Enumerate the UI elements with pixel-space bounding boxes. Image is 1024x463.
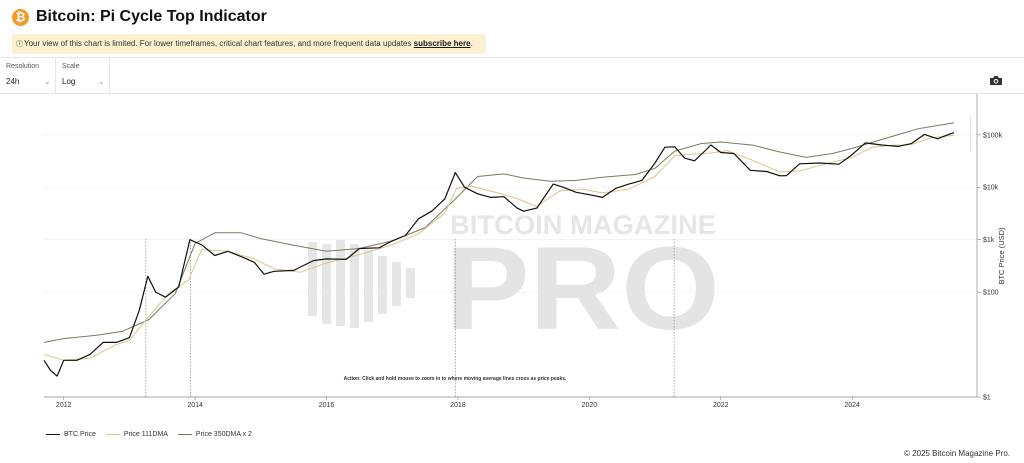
subscribe-link[interactable]: subscribe here xyxy=(413,39,471,48)
y-axis-label: BTC Price (USD) xyxy=(997,227,1006,285)
y-tick-label: $1 xyxy=(983,395,991,402)
toolbar-divider xyxy=(970,116,971,152)
resolution-select[interactable]: Resolution 24h ⌄ xyxy=(0,58,56,94)
series-line-ma350 xyxy=(43,122,955,343)
y-tick-label: $100 xyxy=(983,290,999,297)
x-tick-label: 2018 xyxy=(450,402,466,409)
resolution-value: 24h xyxy=(6,77,20,86)
y-tick-label: $100k xyxy=(983,132,1003,139)
limited-view-notice: ⓘYour view of this chart is limited. For… xyxy=(12,34,486,54)
legend-swatch-350dma xyxy=(177,434,192,435)
x-tick-label: 2022 xyxy=(713,402,729,409)
series-line-btc xyxy=(43,132,955,377)
y-tick-label: $1k xyxy=(983,237,995,244)
legend-350dma[interactable]: Price 350DMA x 2 xyxy=(177,431,252,438)
legend-label-btc: BTC Price xyxy=(64,431,96,438)
chevron-down-icon: ⌄ xyxy=(44,77,51,86)
x-tick-label: 2016 xyxy=(319,402,335,409)
legend-swatch-btc xyxy=(46,434,60,435)
legend-label-111dma: Price 111DMA xyxy=(123,431,168,438)
x-tick-label: 2024 xyxy=(844,402,860,409)
header: ₿ Bitcoin: Pi Cycle Top Indicator ⓘYour … xyxy=(0,0,1024,58)
legend-111dma[interactable]: Price 111DMA xyxy=(105,431,168,438)
chevron-down-icon: ⌄ xyxy=(98,77,105,86)
chart-annotation: Action: Click and hold mouse to zoom in … xyxy=(344,376,567,382)
series-line-ma111 xyxy=(43,134,955,361)
series-lines xyxy=(43,122,955,377)
pi-cycle-chart[interactable]: BITCOIN MAGAZINE PRO $1 $100 $1k $10k $100k 2… xyxy=(0,94,1024,410)
chart-legend: BTC Price Price 111DMA Price 350DMA x 2 xyxy=(46,430,260,442)
axes: $1 $100 $1k $10k $100k 2012 2014 2016 2018 2020 20… xyxy=(44,94,1003,409)
svg-text:BITCOIN MAGAZINE: BITCOIN MAGAZINE xyxy=(450,210,716,240)
watermark-logo: BITCOIN MAGAZINE PRO xyxy=(308,210,720,355)
legend-btc-price[interactable]: BTC Price xyxy=(46,431,96,438)
legend-swatch-111dma xyxy=(105,434,120,435)
scale-label: Scale xyxy=(62,63,80,70)
y-tick-label: $10k xyxy=(983,185,999,192)
x-tick-label: 2020 xyxy=(582,402,598,409)
notice-text: Your view of this chart is limited. For … xyxy=(24,39,414,48)
cross-markers xyxy=(145,239,675,397)
scale-value: Log xyxy=(62,77,76,86)
chart-controls: Resolution 24h ⌄ Scale Log ⌄ xyxy=(0,58,1024,152)
svg-text:PRO: PRO xyxy=(445,223,720,355)
info-icon: ⓘ xyxy=(16,41,23,48)
legend-label-350dma: Price 350DMA x 2 xyxy=(195,431,252,438)
copyright-text: © 2025 Bitcoin Magazine Pro. xyxy=(904,449,1010,458)
camera-icon[interactable] xyxy=(989,75,1003,86)
resolution-label: Resolution xyxy=(6,63,40,70)
x-tick-label: 2014 xyxy=(187,402,203,409)
page-title: Bitcoin: Pi Cycle Top Indicator xyxy=(36,8,267,25)
grid xyxy=(44,134,977,293)
notice-end: . xyxy=(470,39,473,48)
bitcoin-icon: ₿ xyxy=(12,9,29,26)
x-tick-label: 2012 xyxy=(56,402,72,409)
scale-select[interactable]: Scale Log ⌄ xyxy=(56,58,110,94)
